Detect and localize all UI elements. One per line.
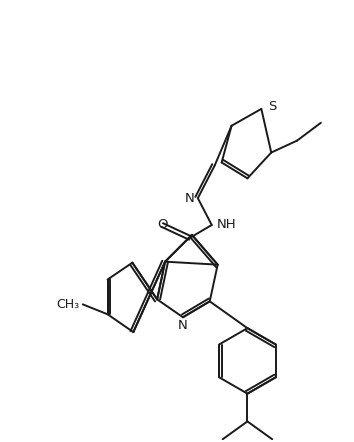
Text: N: N [185, 192, 195, 205]
Text: S: S [268, 100, 277, 114]
Text: O: O [157, 218, 167, 232]
Text: N: N [178, 319, 188, 332]
Text: CH₃: CH₃ [57, 298, 80, 311]
Text: NH: NH [217, 218, 236, 232]
